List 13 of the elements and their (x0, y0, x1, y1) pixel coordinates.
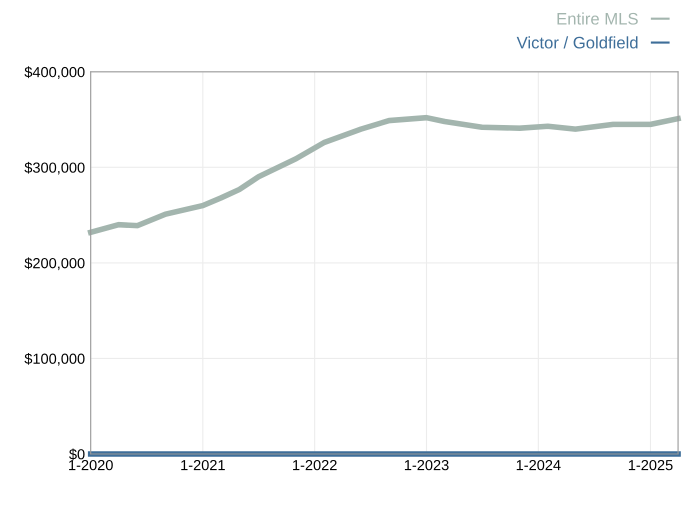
legend-label: Entire MLS (557, 12, 638, 25)
x-tick-label: 1-2024 (516, 460, 561, 470)
x-tick-label: 1-2025 (628, 460, 673, 470)
y-tick-label: $0 (69, 448, 85, 460)
y-tick-label: $400,000 (24, 66, 85, 79)
x-tick-label: 1-2023 (404, 460, 449, 470)
y-tick-label: $100,000 (24, 352, 85, 366)
x-tick-label: 1-2022 (293, 460, 337, 470)
y-tick-label: $300,000 (24, 162, 85, 175)
y-tick-label: $200,000 (24, 257, 85, 270)
legend-label: Victor / Goldfield (516, 36, 638, 49)
x-tick-label: 1-2021 (181, 460, 225, 470)
x-tick-label: 1-2020 (69, 460, 113, 470)
